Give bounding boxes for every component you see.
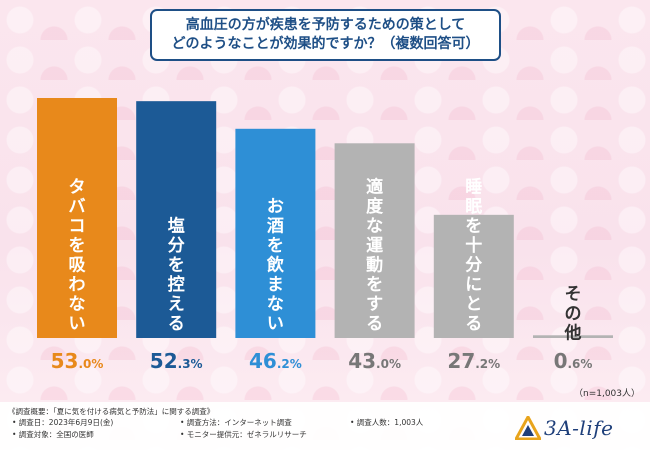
category-label-4: 適度な運動をする — [366, 177, 384, 335]
value-label-6: 0.6% — [554, 349, 593, 373]
category-label-1: タバコを吸わない — [69, 178, 87, 335]
bar-6 — [533, 335, 613, 338]
bar-5 — [433, 214, 514, 338]
category-label-3: お酒を飲まない — [266, 197, 285, 334]
category-label-6: その他 — [564, 285, 582, 344]
title-line-1: 高血圧の方が疾患を予防するための策として — [185, 17, 466, 33]
logo-triangle-icon — [515, 416, 541, 440]
value-label-5: 27.2% — [447, 349, 500, 373]
bar-chart: タバコを吸わない 53.0% 塩分を控える 52.3% お酒を飲まない 46.2% 適度な運… — [37, 98, 613, 373]
value-label-2: 52.3% — [150, 349, 203, 373]
bar-4 — [334, 143, 415, 338]
survey-date: • 調査日：2023年6月9日(金) — [12, 418, 114, 427]
bar-2 — [136, 101, 217, 338]
footer-panel: 《調査概要：「夏に気を付ける病気と予防法」に関する調査》 • 調査日：2023年… — [0, 402, 650, 450]
category-label-5: 睡眠を十分にとる — [465, 177, 482, 335]
value-label-4: 43.0% — [348, 349, 401, 373]
sample-size-note: （n=1,003人） — [574, 389, 641, 399]
survey-summary: 《調査概要：「夏に気を付ける病気と予防法」に関する調査》 — [8, 407, 215, 416]
company-logo: 3A-life — [515, 413, 613, 443]
survey-target: • 調査対象：全国の医師 — [12, 430, 94, 439]
bar-3 — [235, 128, 316, 338]
value-label-1: 53.0% — [51, 349, 104, 373]
category-label-2: 塩分を控える — [168, 216, 185, 335]
bar-1 — [37, 98, 117, 338]
chart-title-box: 高血圧の方が疾患を予防するための策として どのようなことが効果的ですか？（複数回… — [150, 9, 501, 61]
survey-provider: • モニター提供元：ゼネラルリサーチ — [180, 430, 307, 439]
survey-method: • 調査方法：インターネット調査 — [180, 418, 292, 427]
value-label-3: 46.2% — [249, 349, 302, 373]
title-line-2: どのようなことが効果的ですか？（複数回答可） — [171, 36, 480, 52]
survey-count: • 調査人数：1,003人 — [350, 418, 424, 427]
logo-text: 3A-life — [544, 416, 614, 440]
